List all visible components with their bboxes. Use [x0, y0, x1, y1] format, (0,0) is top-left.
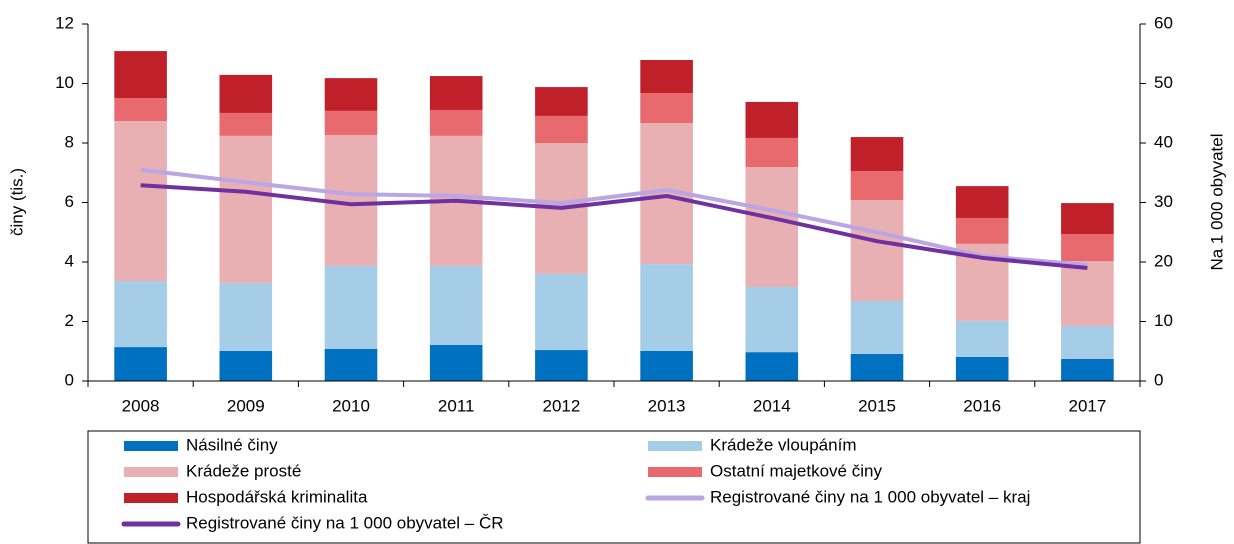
bar-segment: [324, 110, 378, 135]
y-tick-label: 8: [65, 132, 74, 151]
bar-segment: [955, 217, 1009, 244]
bar-segment: [745, 167, 799, 287]
legend-swatch: [124, 493, 178, 503]
legend-swatch: [124, 467, 178, 477]
x-tick-label: 2017: [1068, 396, 1106, 415]
x-tick-label: 2008: [122, 396, 160, 415]
bar-segment: [219, 112, 273, 136]
bar-segment: [745, 137, 799, 168]
legend-label: Krádeže vloupáním: [710, 435, 856, 454]
bar-segment: [745, 286, 799, 353]
legend-swatch: [648, 441, 702, 451]
bar-segment: [535, 350, 588, 381]
y-tick-label: 6: [65, 192, 74, 211]
bar-segment: [429, 109, 483, 136]
bar-segment: [535, 87, 588, 116]
legend-box: [87, 430, 1141, 544]
bar-segment: [219, 283, 273, 351]
bar-segment: [955, 320, 1009, 357]
legend-swatch: [124, 441, 178, 451]
x-tick-label: 2013: [648, 396, 686, 415]
bar-segment: [640, 264, 693, 351]
y-axis-label: činy (tis.): [7, 168, 26, 236]
bar-segment: [429, 345, 483, 381]
x-tick-label: 2010: [332, 396, 370, 415]
bar-segment: [324, 78, 378, 111]
bar-segment: [429, 265, 483, 346]
bar-segment: [850, 137, 904, 171]
y-tick-label: 2: [65, 311, 74, 330]
legend-label: Registrované činy na 1 000 obyvatel – kr…: [710, 487, 1030, 506]
y2-tick-label: 0: [1154, 370, 1163, 389]
bar-segment: [114, 347, 167, 381]
x-tick-label: 2016: [963, 396, 1001, 415]
bar-segment: [850, 300, 904, 354]
x-tick-label: 2011: [438, 396, 475, 415]
bar-segment: [324, 348, 378, 381]
bar-segment: [114, 51, 167, 99]
x-tick-label: 2012: [542, 396, 580, 415]
y-tick-label: 10: [55, 73, 74, 92]
bar-segment: [114, 120, 167, 282]
legend-label: Ostatní majetkové činy: [710, 461, 882, 480]
legend-label: Krádeže prosté: [186, 461, 301, 480]
bar-segment: [114, 281, 167, 348]
y2-tick-label: 60: [1154, 13, 1173, 32]
bar-segment: [1061, 203, 1114, 235]
bar-segment: [850, 170, 904, 201]
y2-tick-label: 30: [1154, 192, 1173, 211]
bar-segment: [219, 135, 273, 284]
bar-segment: [745, 352, 799, 381]
legend-label: Hospodářská kriminalita: [186, 487, 368, 506]
bar-segment: [219, 74, 273, 113]
y2-tick-label: 20: [1154, 251, 1173, 270]
y2-axis-label: Na 1 000 obyvatel: [1207, 133, 1226, 270]
line-series: [140, 183, 1088, 270]
bar-segment: [429, 76, 483, 110]
bar-segment: [219, 350, 273, 381]
bar-segment: [850, 353, 904, 381]
y-tick-label: 4: [65, 251, 74, 270]
y-tick-label: 12: [55, 13, 74, 32]
bar-segment: [324, 265, 378, 349]
legend-label: Registrované činy na 1 000 obyvatel – ČR: [186, 513, 504, 532]
line-series: [140, 167, 1088, 267]
bar-segment: [1061, 234, 1114, 262]
bar-segment: [1061, 358, 1114, 381]
y2-tick-label: 40: [1154, 132, 1173, 151]
legend-swatch: [648, 467, 702, 477]
y2-tick-label: 10: [1154, 311, 1173, 330]
bar-segment: [850, 200, 904, 301]
bar-segment: [640, 59, 693, 94]
bar-segment: [955, 356, 1009, 381]
x-tick-label: 2009: [227, 396, 265, 415]
bar-segment: [640, 350, 693, 381]
bar-segment: [535, 115, 588, 143]
y-tick-label: 0: [65, 370, 74, 389]
bar-segment: [745, 101, 799, 138]
legend-label: Násilné činy: [186, 435, 278, 454]
bar-segment: [114, 98, 167, 121]
bar-segment: [640, 93, 693, 124]
x-tick-label: 2014: [753, 396, 791, 415]
y2-tick-label: 50: [1154, 73, 1173, 92]
x-tick-label: 2015: [858, 396, 896, 415]
bar-segment: [1061, 261, 1114, 326]
bar-segment: [955, 186, 1009, 218]
bar-segment: [1061, 325, 1114, 359]
bar-segment: [535, 273, 588, 351]
